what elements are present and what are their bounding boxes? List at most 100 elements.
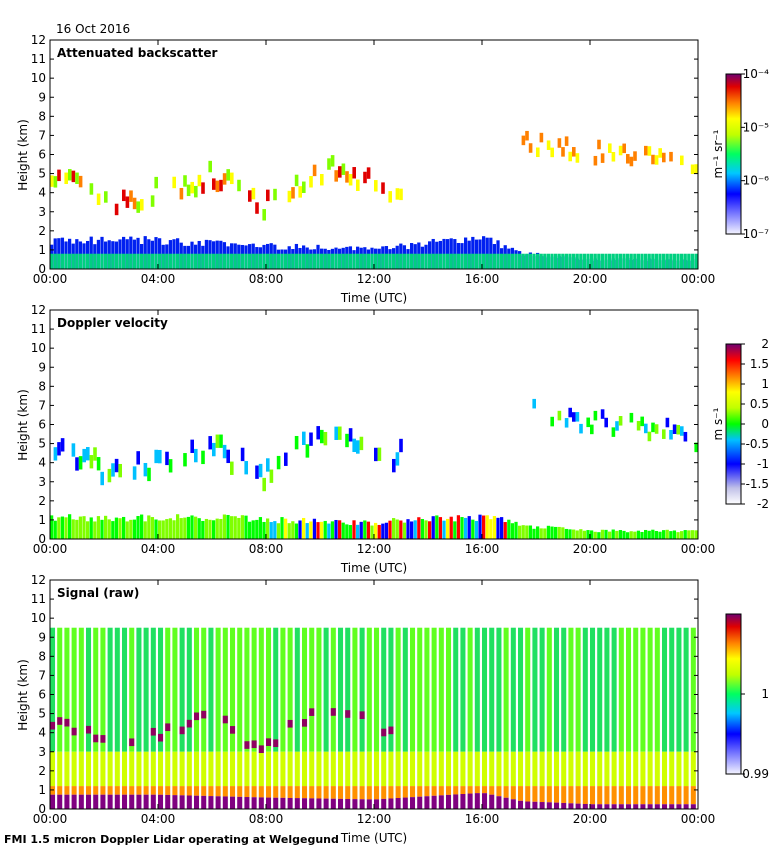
velocity-echo [194, 448, 198, 463]
velocity-echo [316, 426, 320, 440]
signal-column-low [122, 786, 128, 795]
velocity-column [172, 520, 176, 539]
velocity-echo [374, 447, 378, 462]
backscatter-column-low [597, 253, 601, 269]
signal-cloud [273, 739, 279, 748]
backscatter-column-low [424, 253, 428, 269]
backscatter-column [89, 236, 93, 269]
signal-column-low [374, 786, 380, 800]
backscatter-column [471, 236, 475, 269]
cloud-echo [395, 188, 400, 200]
x-tick-label: 00:00 [681, 272, 716, 286]
velocity-column [356, 524, 360, 539]
cloud-echo [190, 181, 194, 194]
cloud-echo [557, 138, 562, 148]
signal-column-mid [532, 751, 538, 787]
backscatter-column-low [435, 253, 439, 269]
signal-column [107, 627, 113, 752]
signal-column-mid [215, 751, 221, 787]
signal-column-mid [150, 751, 156, 787]
signal-column-mid [618, 751, 624, 787]
velocity-echo [158, 449, 162, 464]
velocity-column [669, 531, 673, 539]
backscatter-column-low [474, 253, 479, 269]
backscatter-column-low [489, 253, 493, 269]
backscatter-column-low [258, 253, 263, 269]
signal-column-low [93, 786, 99, 795]
signal-column [467, 627, 473, 752]
velocity-column [226, 514, 230, 539]
velocity-echo [564, 418, 569, 428]
velocity-column [204, 518, 209, 539]
signal-column-base [345, 798, 351, 809]
signal-column-low [575, 786, 581, 804]
backscatter-column-low [496, 253, 500, 269]
cloud-echo [644, 145, 648, 156]
velocity-echo [377, 447, 382, 461]
cloud-echo [255, 202, 259, 214]
signal-column-mid [179, 751, 185, 787]
signal-column-low [690, 786, 696, 805]
velocity-column [334, 519, 338, 539]
signal-column-mid [330, 751, 336, 787]
signal-column-low [201, 786, 207, 796]
backscatter-column-low [78, 253, 83, 269]
backscatter-column-low [104, 253, 108, 269]
cloud-echo [237, 179, 241, 192]
backscatter-column-low [348, 253, 353, 269]
velocity-column [564, 528, 569, 539]
velocity-column [176, 514, 180, 539]
velocity-echo [572, 412, 576, 422]
velocity-column [561, 527, 565, 539]
velocity-column [629, 531, 633, 539]
velocity-column [118, 518, 122, 539]
y-tick-label: 5 [38, 167, 46, 181]
cloud-echo [64, 172, 68, 185]
signal-column [597, 627, 603, 752]
signal-column-base [503, 797, 509, 809]
backscatter-column-low [316, 253, 320, 269]
signal-column-base [129, 794, 135, 809]
signal-column-base [302, 798, 308, 809]
signal-column-mid [662, 751, 668, 787]
signal-cloud [251, 740, 257, 749]
signal-column-mid [280, 751, 286, 787]
signal-column-low [172, 786, 178, 796]
backscatter-column [449, 238, 453, 269]
backscatter-column [154, 237, 158, 269]
colorbar-unit: m s⁻¹ [711, 407, 725, 440]
footer-caption: FMI 1.5 micron Doppler Lidar operating a… [4, 833, 339, 846]
signal-column-low [86, 786, 92, 795]
velocity-data [50, 514, 698, 539]
signal-column-low [352, 786, 358, 800]
cloud-echo [521, 135, 526, 146]
cloud-echo [388, 191, 392, 203]
velocity-echo [662, 429, 666, 439]
velocity-column [143, 521, 147, 539]
signal-column-mid [258, 751, 264, 787]
signal-column [424, 627, 430, 752]
signal-column [179, 627, 185, 752]
velocity-column [662, 530, 666, 539]
signal-column-mid [309, 751, 315, 787]
cloud-echo [302, 181, 306, 193]
backscatter-column-low [298, 253, 302, 269]
signal-column-base [165, 794, 171, 809]
y-tick-label: 7 [38, 398, 46, 412]
backscatter-column-low [654, 253, 659, 269]
cloud-echo [525, 130, 529, 141]
velocity-column [179, 518, 183, 539]
signal-column-base [626, 804, 632, 809]
signal-column-base [446, 794, 452, 809]
signal-cloud [100, 735, 106, 743]
y-tick-label: 0 [38, 532, 46, 546]
signal-column [554, 627, 560, 752]
backscatter-column-low [554, 253, 558, 269]
signal-column-base [208, 796, 214, 809]
cloud-echo [53, 176, 58, 188]
velocity-echo [154, 449, 158, 464]
backscatter-column-low [93, 253, 97, 269]
cloud-echo [600, 153, 605, 163]
velocity-column [482, 515, 486, 539]
signal-column [532, 627, 538, 752]
